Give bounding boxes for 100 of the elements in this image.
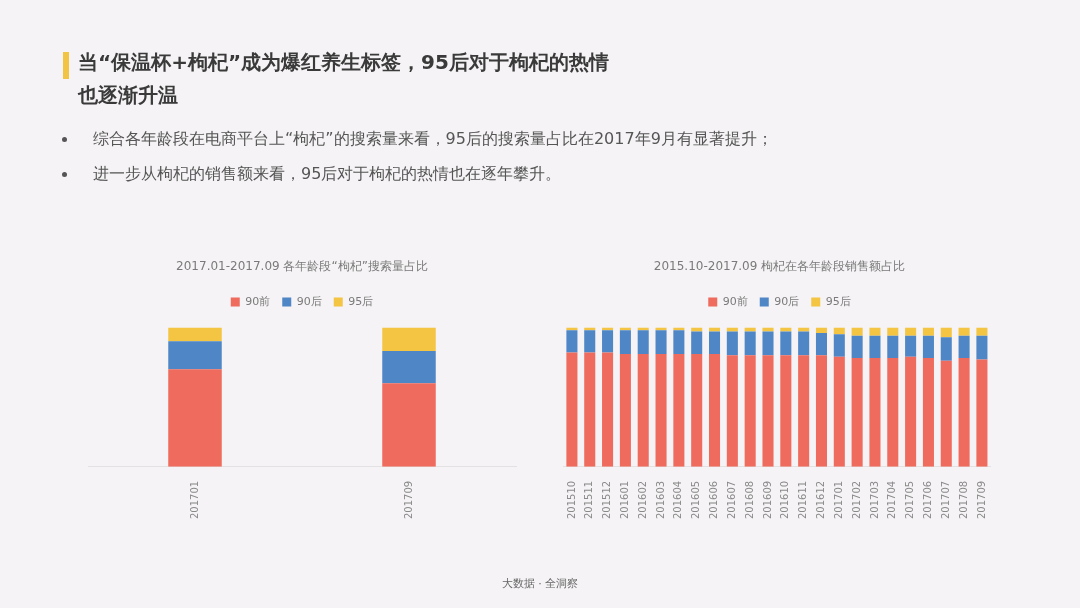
x-tick-label: 201510 [565, 480, 577, 520]
bar [762, 355, 774, 467]
bar [602, 330, 614, 353]
bar [922, 335, 934, 359]
x-tick-label: 201706 [922, 480, 934, 520]
bar [709, 353, 721, 467]
bar [798, 327, 810, 332]
bar [815, 332, 828, 356]
bar [905, 335, 917, 357]
bar [851, 327, 863, 336]
bar [851, 358, 863, 467]
bar [869, 358, 881, 467]
bar [744, 355, 756, 467]
bar [709, 327, 721, 332]
x-tick-label: 201604 [672, 480, 684, 520]
bar [673, 353, 685, 467]
bar [584, 330, 596, 353]
bar [744, 327, 756, 332]
bar [922, 358, 934, 467]
bar [566, 352, 578, 467]
bar [869, 335, 881, 359]
legend-label: 90前 [245, 294, 271, 308]
x-tick-label: 201611 [797, 480, 809, 520]
bar [709, 331, 721, 354]
x-tick-label: 201607 [725, 480, 737, 520]
bar [940, 327, 952, 338]
x-tick-label: 201705 [904, 480, 916, 520]
bar [382, 351, 436, 384]
x-tick-label: 201609 [761, 480, 773, 520]
bar [382, 327, 436, 352]
x-tick-label: 201606 [708, 480, 720, 520]
bar [958, 358, 970, 467]
bar [168, 369, 222, 467]
chart-title: 2015.10-2017.09 枸杞在各年龄段销售额占比 [653, 259, 906, 274]
x-tick-label: 201701 [832, 480, 844, 520]
bar [976, 359, 988, 467]
bar [602, 352, 614, 467]
x-tick-label: 201610 [779, 480, 791, 520]
bar [887, 335, 899, 359]
bar [905, 356, 917, 467]
text: 大数据 · 全洞察 [501, 577, 579, 590]
bar [815, 355, 828, 467]
x-tick-label: 201701 [188, 480, 200, 520]
legend-label: 95后 [825, 294, 851, 308]
bar [905, 327, 917, 336]
bar [976, 327, 988, 336]
legend-label: 95后 [348, 294, 374, 308]
bar [940, 360, 952, 467]
x-tick-label: 201511 [583, 480, 595, 520]
x-tick-label: 201709 [975, 480, 987, 520]
bar [637, 353, 649, 467]
x-tick-label: 201603 [654, 480, 666, 520]
x-tick-label: 201704 [886, 480, 898, 520]
bar [833, 356, 845, 467]
bar [726, 355, 738, 467]
bar [637, 330, 649, 354]
bar [744, 331, 756, 356]
bar [940, 337, 952, 361]
bar [655, 353, 667, 467]
bar [887, 327, 899, 336]
bar [762, 327, 774, 332]
legend-label: 90前 [722, 294, 748, 308]
bar [762, 331, 774, 356]
x-tick-label: 201702 [850, 480, 862, 520]
bar [691, 331, 703, 354]
bar [780, 355, 792, 467]
bar [691, 353, 703, 467]
x-tick-label: 201709 [402, 480, 414, 520]
bar [780, 327, 792, 332]
bar [619, 330, 631, 354]
bar [798, 355, 810, 467]
bar [780, 331, 792, 356]
bar [833, 334, 845, 357]
bar [566, 330, 578, 353]
bar [168, 341, 222, 370]
bar [887, 358, 899, 467]
bar [976, 335, 988, 360]
bar [655, 330, 667, 354]
bar [382, 383, 436, 467]
bar [958, 335, 970, 359]
legend-label: 90后 [774, 294, 800, 308]
bar [584, 352, 596, 467]
bar [673, 330, 685, 354]
x-tick-label: 201601 [618, 480, 630, 520]
bar [869, 327, 881, 336]
bar [958, 327, 970, 336]
x-tick-label: 201512 [601, 480, 613, 520]
text: 综合各年龄段在电商平台上“枸杞”的搜索量来看，95后的搜索量占比在2017年9月有显著提升； [93, 129, 773, 150]
chart-title: 2017.01-2017.09 各年龄段“枸杞”搜索量占比 [176, 259, 428, 274]
x-tick-label: 201703 [868, 480, 880, 520]
bar [798, 331, 810, 356]
bar [619, 353, 631, 467]
bar [922, 327, 934, 336]
bar [168, 327, 222, 342]
legend-label: 90后 [296, 294, 322, 308]
bar [726, 331, 738, 356]
x-tick-label: 201707 [939, 480, 951, 520]
x-tick-label: 201602 [636, 480, 648, 520]
x-tick-label: 201608 [743, 480, 755, 520]
bar [851, 335, 863, 359]
